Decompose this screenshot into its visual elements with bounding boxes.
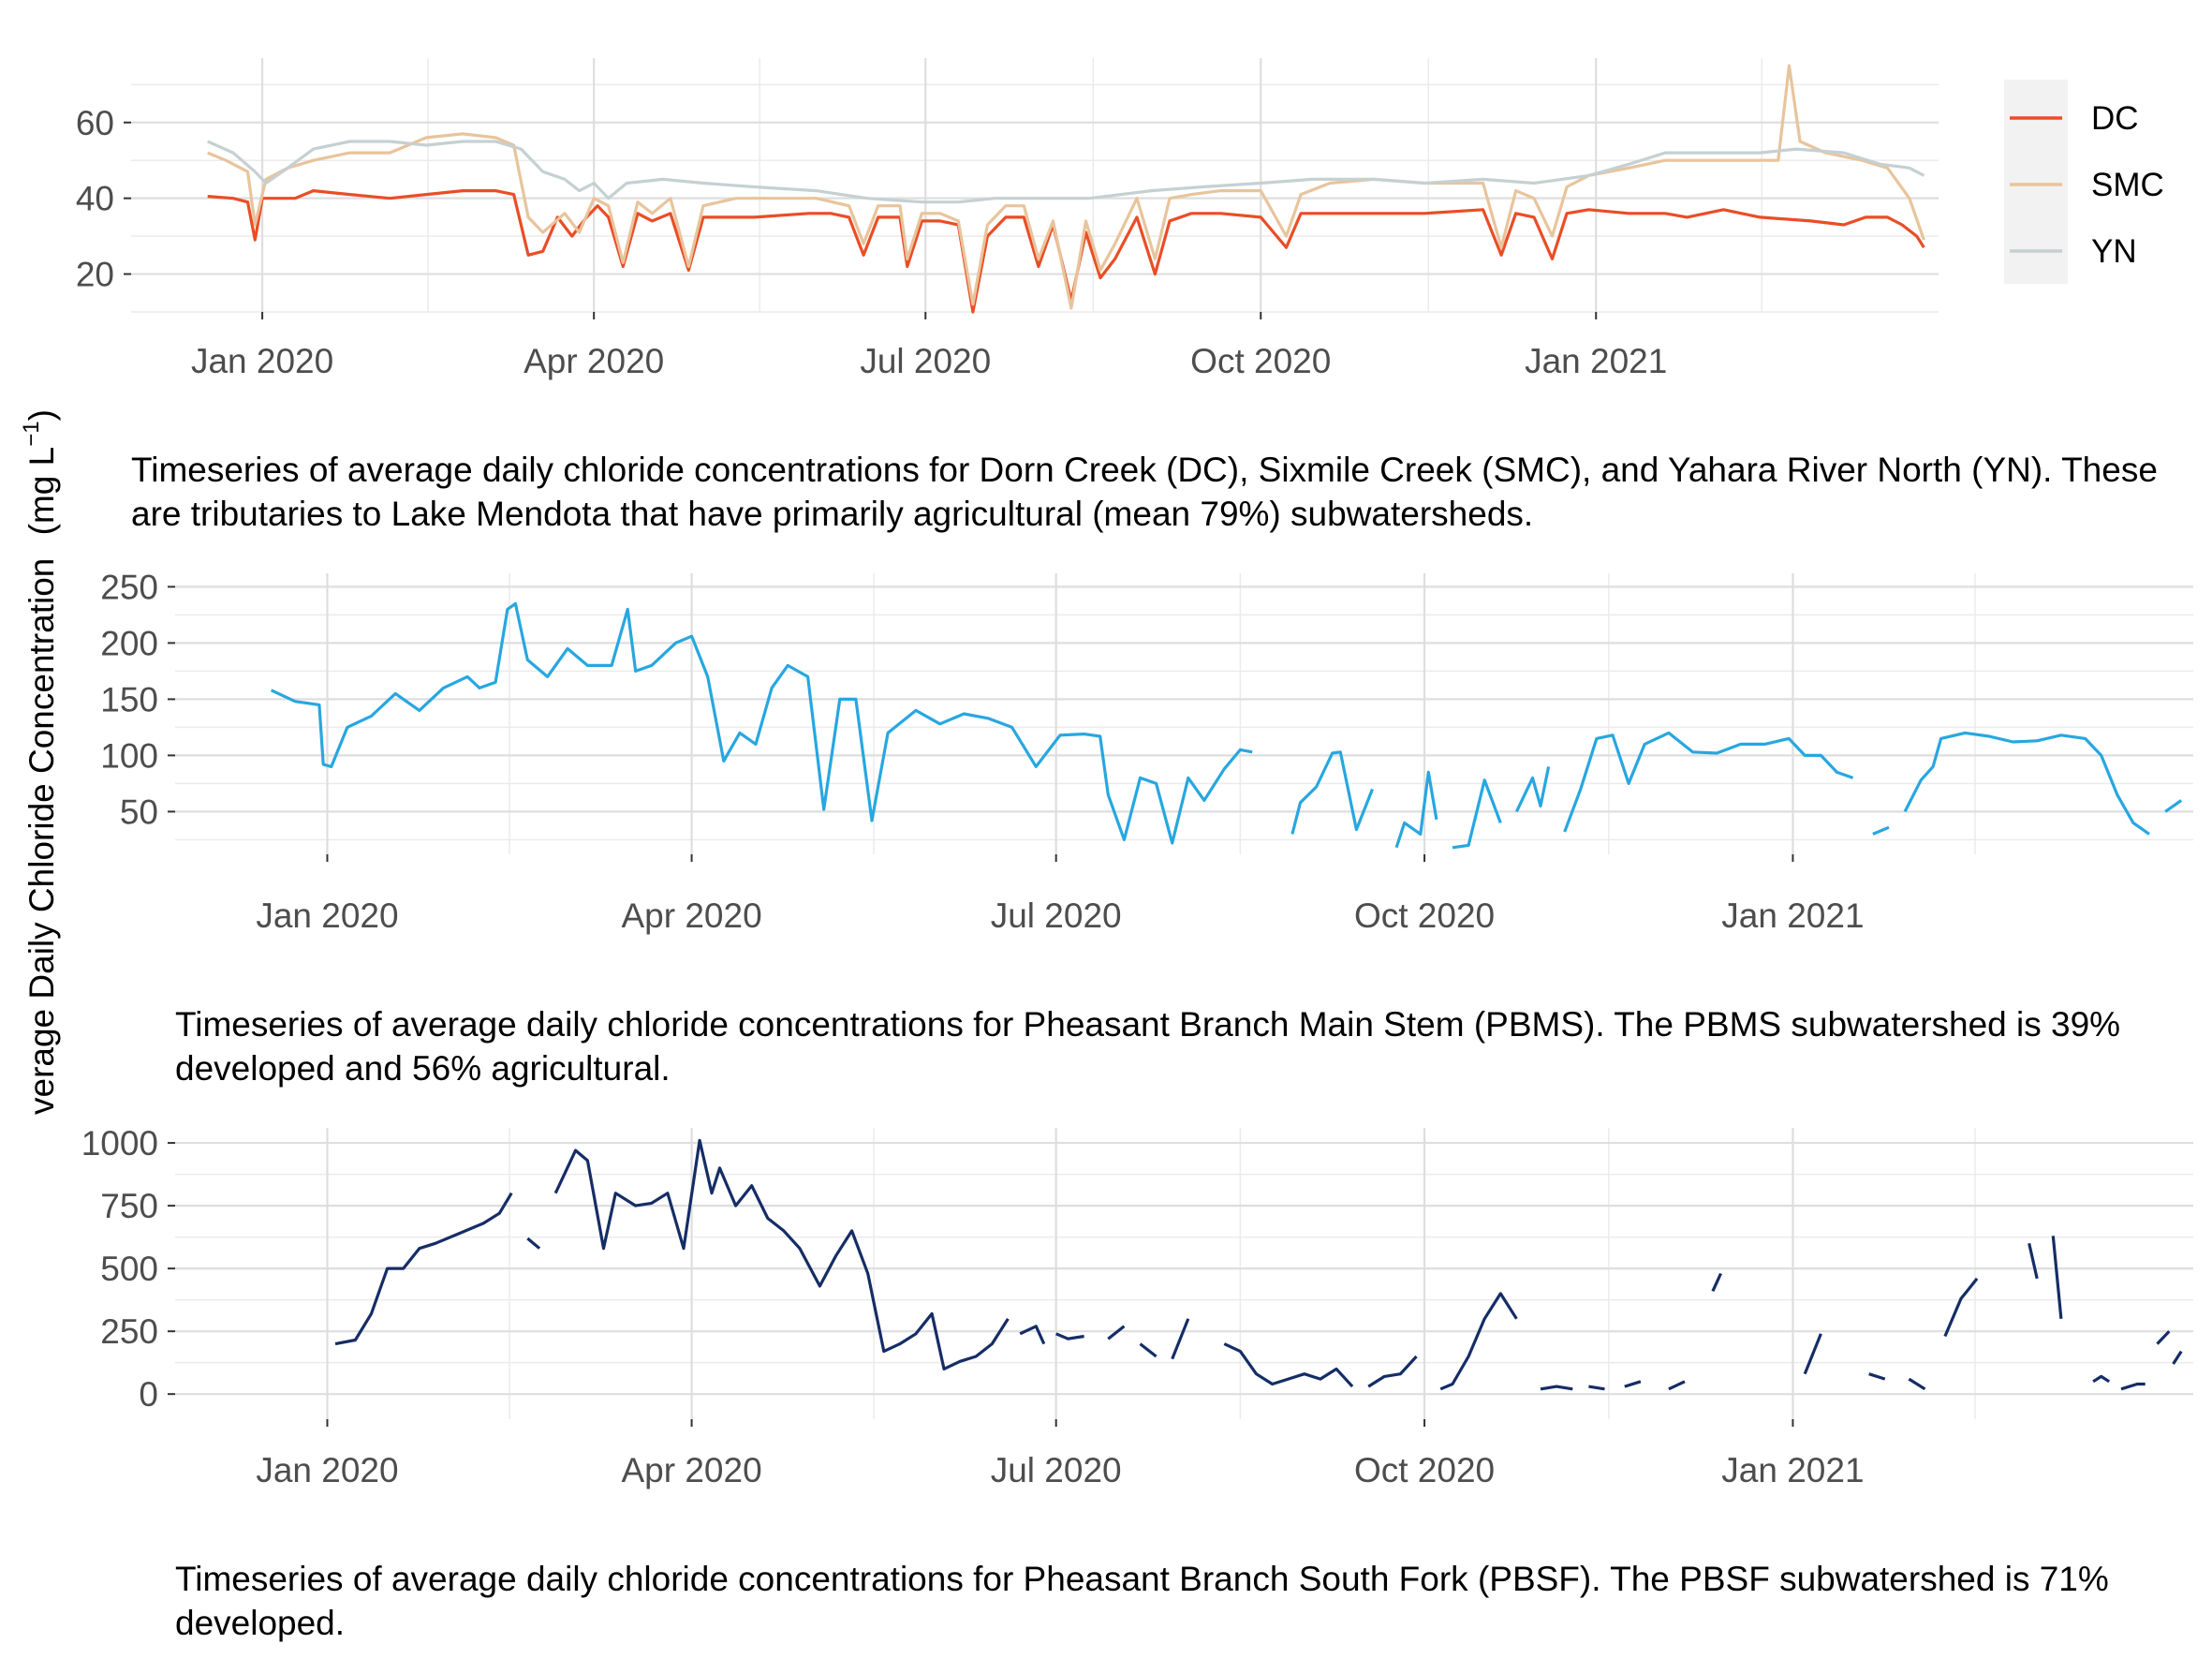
x-tick-label: Apr 2020 bbox=[621, 896, 761, 935]
x-tick-label: Jul 2020 bbox=[991, 1451, 1122, 1489]
series-line-pbsf bbox=[1367, 1355, 1418, 1388]
panel-dc-smc-yn: 20 40 60 Jan 2020 Apr 2020 Jul 2020 Oct 2020 Ja… bbox=[76, 58, 1939, 380]
y-tick-label: 1000 bbox=[81, 1124, 158, 1163]
series-line-pbsf bbox=[1588, 1385, 1605, 1391]
series-line-pbsf bbox=[1943, 1277, 1979, 1338]
y-tick-label: 50 bbox=[120, 792, 158, 831]
y-tick-label: 200 bbox=[100, 624, 158, 662]
x-tick-label: Oct 2020 bbox=[1190, 342, 1331, 380]
svg-text:verage Daily Chloride Concentr: verage Daily Chloride Concentration (mg … bbox=[19, 409, 61, 1115]
series-line-pbsf bbox=[1868, 1372, 1886, 1381]
y-tick-label: 0 bbox=[139, 1375, 158, 1414]
series-line-pbsf bbox=[1908, 1377, 1926, 1391]
series-line-pbsf bbox=[553, 1138, 1010, 1371]
series-line-pbsf bbox=[1711, 1272, 1722, 1292]
y-tick-label: 100 bbox=[100, 736, 158, 775]
series-line-pbms bbox=[2164, 799, 2183, 813]
x-tick-label: Apr 2020 bbox=[524, 342, 664, 380]
y-tick-label: 250 bbox=[100, 568, 158, 606]
series-line-pbms bbox=[1872, 825, 1890, 836]
series-line-pbsf bbox=[1171, 1318, 1190, 1360]
x-tick-label: Jul 2020 bbox=[991, 896, 1122, 935]
series-line-pbms bbox=[1563, 731, 1854, 833]
series-line-pbsf bbox=[2156, 1330, 2171, 1345]
series-line-pbsf bbox=[2051, 1236, 2063, 1319]
y-axis-unit-sup: −1 bbox=[19, 421, 44, 446]
series-line-pbms bbox=[1903, 731, 2150, 836]
y-tick-label: 250 bbox=[100, 1312, 158, 1351]
y-tick-label: 750 bbox=[100, 1187, 158, 1225]
y-tick-label: 20 bbox=[76, 256, 114, 294]
series-line-pbsf bbox=[1439, 1292, 1518, 1391]
panel-pbms: 50 100 150 200 250 Jan 2020 Apr 2020 Jul 2020 Oc… bbox=[100, 568, 2193, 935]
legend-key-background bbox=[2004, 80, 2068, 284]
series-line-pbms bbox=[1394, 770, 1438, 849]
y-axis-title-text: verage Daily Chloride Concentration bbox=[22, 558, 61, 1115]
x-tick-label: Jan 2020 bbox=[256, 896, 398, 935]
series-line-pbsf bbox=[1019, 1325, 1046, 1345]
x-tick-label: Oct 2020 bbox=[1354, 896, 1495, 935]
y-tick-label: 40 bbox=[76, 180, 114, 218]
y-tick-label: 500 bbox=[100, 1250, 158, 1288]
x-tick-label: Jan 2021 bbox=[1721, 1451, 1864, 1489]
y-tick-label: 60 bbox=[76, 104, 114, 142]
series-line-pbms bbox=[1452, 778, 1502, 850]
series-line-pbsf bbox=[1107, 1325, 1126, 1341]
legend: DC SMC YN bbox=[2004, 80, 2164, 284]
x-tick-label: Jan 2021 bbox=[1525, 342, 1667, 380]
x-tick-label: Oct 2020 bbox=[1354, 1451, 1495, 1489]
x-tick-label: Apr 2020 bbox=[621, 1451, 761, 1489]
series-line-pbsf bbox=[2092, 1374, 2111, 1384]
series-line-pbsf bbox=[1540, 1385, 1573, 1391]
series-line-pbsf bbox=[1139, 1342, 1158, 1358]
y-axis-title: verage Daily Chloride Concentration (mg … bbox=[19, 409, 61, 1115]
legend-label-dc: DC bbox=[2091, 100, 2139, 137]
series-line-pbsf bbox=[526, 1237, 541, 1250]
series-line-yn bbox=[207, 140, 1925, 204]
legend-label-yn: YN bbox=[2091, 233, 2137, 270]
series-line-pbsf bbox=[1223, 1342, 1354, 1388]
series-line-pbms bbox=[1514, 766, 1551, 813]
y-axis-unit-pre: (mg L bbox=[22, 447, 61, 536]
series-line-pbsf bbox=[1055, 1332, 1084, 1341]
caption-pbsf: Timeseries of average daily chloride con… bbox=[175, 1560, 2119, 1642]
series-line-pbsf bbox=[1668, 1380, 1686, 1391]
series-line-pbsf bbox=[2172, 1350, 2183, 1365]
x-tick-label: Jan 2020 bbox=[256, 1451, 398, 1489]
panel-pbsf: 0 250 500 750 1000 Jan 2020 Apr 2020 Jul 2020 Oc… bbox=[81, 1124, 2193, 1489]
series-line-smc bbox=[207, 64, 1925, 310]
series-line-pbsf bbox=[1624, 1380, 1642, 1388]
series-line-pbms bbox=[1290, 750, 1374, 835]
x-tick-label: Jan 2021 bbox=[1721, 896, 1864, 935]
series-line-pbms bbox=[270, 601, 1253, 845]
legend-label-smc: SMC bbox=[2091, 167, 2164, 203]
y-axis-unit-post: ) bbox=[22, 409, 61, 421]
series-line-pbsf bbox=[2028, 1242, 2039, 1280]
caption-pbms: Timeseries of average daily chloride con… bbox=[175, 1005, 2131, 1088]
x-tick-label: Jul 2020 bbox=[860, 342, 991, 380]
y-tick-label: 150 bbox=[100, 680, 158, 718]
x-tick-label: Jan 2020 bbox=[191, 342, 333, 380]
caption-dc-smc-yn: Timeseries of average daily chloride con… bbox=[131, 451, 2168, 533]
series-line-pbsf bbox=[1803, 1333, 1822, 1375]
series-line-dc bbox=[207, 189, 1925, 314]
series-line-pbsf bbox=[2120, 1382, 2146, 1391]
series-line-pbsf bbox=[334, 1192, 513, 1346]
